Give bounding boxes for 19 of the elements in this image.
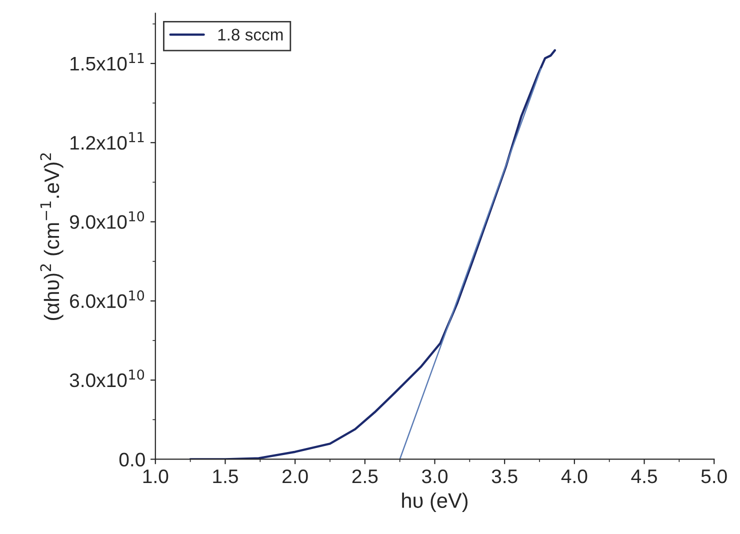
x-tick-label: 3.0	[422, 469, 448, 484]
x-tick-label: 2.5	[352, 469, 378, 484]
y-tick-label: 1.5x10$^{11}$	[70, 53, 144, 71]
y-tick-label: 1.2x10$^{11}$	[70, 132, 144, 150]
legend-label: 1.8 sccm	[218, 28, 283, 41]
x-axis-title: hυ (eV)	[402, 492, 468, 512]
x-tick-label: 5.0	[701, 469, 727, 484]
x-tick-label: 2.0	[282, 469, 308, 484]
x-tick-label: 4.5	[631, 470, 657, 484]
y-tick-label: 3.0x10$^{10}$	[70, 369, 144, 388]
x-tick-label: 4.0	[561, 469, 588, 484]
line-series	[189, 49, 556, 460]
y-tick-label: 9.0x10$^{10}$	[70, 211, 144, 229]
y-tick-label: 6.0x10$^{10}$	[70, 290, 144, 308]
y-axis-title: (αhυ)$^{2}$ (cm$^{−1}$.eV)$^{2}$	[40, 153, 64, 320]
x-tick-label: 3.5	[492, 469, 518, 484]
y-tick-label: 0.0	[119, 452, 145, 466]
x-tick-label: 1.0	[143, 469, 168, 484]
x-tick-label: 1.5	[213, 470, 238, 484]
